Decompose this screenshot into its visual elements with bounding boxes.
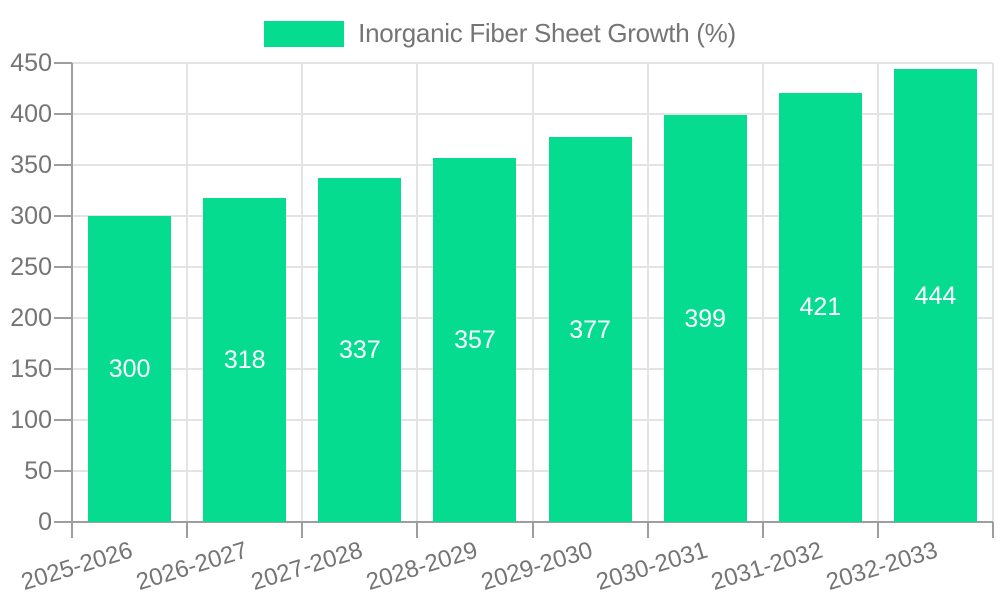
gridline-vertical (761, 63, 764, 522)
y-tick-label: 250 (10, 253, 52, 281)
bar[interactable] (433, 157, 517, 522)
bar[interactable] (778, 92, 862, 522)
gridline-vertical (992, 63, 994, 522)
y-tick-label: 450 (10, 49, 52, 77)
y-axis-tick (54, 215, 72, 217)
y-axis-tick (54, 419, 72, 421)
bar[interactable] (318, 178, 402, 522)
bar[interactable] (893, 69, 977, 522)
x-axis-tick (761, 522, 764, 538)
bar-value-label: 337 (338, 336, 381, 365)
x-axis-tick (992, 522, 994, 538)
x-axis-tick (646, 522, 649, 538)
y-tick-label: 150 (10, 355, 52, 383)
bar-value-label: 357 (454, 325, 496, 354)
bar-value-label: 300 (108, 355, 151, 383)
bar[interactable] (88, 216, 172, 522)
bar-value-label: 444 (914, 281, 957, 310)
bar-value-label: 318 (223, 345, 266, 374)
bar-value-label: 399 (684, 304, 727, 333)
y-axis-tick (54, 164, 72, 166)
gridline-vertical (186, 63, 189, 522)
y-axis-tick (54, 317, 72, 319)
bar[interactable] (663, 115, 747, 522)
bar-value-label: 377 (569, 315, 611, 344)
y-axis-tick (54, 62, 72, 64)
y-axis-tick (54, 470, 72, 472)
y-tick-label: 350 (10, 151, 52, 179)
y-tick-label: 200 (10, 304, 52, 332)
y-tick-label: 50 (24, 457, 52, 485)
gridline-vertical (646, 63, 649, 522)
gridline-vertical (301, 63, 304, 522)
gridline-vertical (531, 63, 534, 522)
legend-label: Inorganic Fiber Sheet Growth (%) (358, 18, 736, 48)
x-axis-tick (416, 522, 419, 538)
x-axis-tick (301, 522, 304, 538)
y-tick-label: 300 (10, 202, 52, 230)
y-tick-label: 100 (10, 406, 52, 434)
x-axis-tick (186, 522, 189, 538)
y-axis-tick (54, 521, 72, 523)
bar-value-label: 421 (799, 293, 842, 322)
x-axis-tick (71, 522, 73, 538)
x-axis-line (72, 521, 993, 523)
y-axis-line (71, 63, 73, 522)
y-axis-tick (54, 368, 72, 370)
bar[interactable] (203, 197, 287, 522)
legend-swatch[interactable] (264, 20, 345, 47)
bar[interactable] (548, 137, 632, 522)
y-tick-label: 0 (38, 508, 52, 536)
gridline-vertical (876, 63, 879, 522)
y-axis-tick (54, 266, 72, 268)
y-axis-tick (54, 113, 72, 115)
legend[interactable]: Inorganic Fiber Sheet Growth (%) (0, 18, 1000, 49)
gridline-vertical (416, 63, 419, 522)
x-axis-tick (876, 522, 879, 538)
y-tick-label: 400 (10, 100, 52, 128)
x-axis-tick (531, 522, 534, 538)
